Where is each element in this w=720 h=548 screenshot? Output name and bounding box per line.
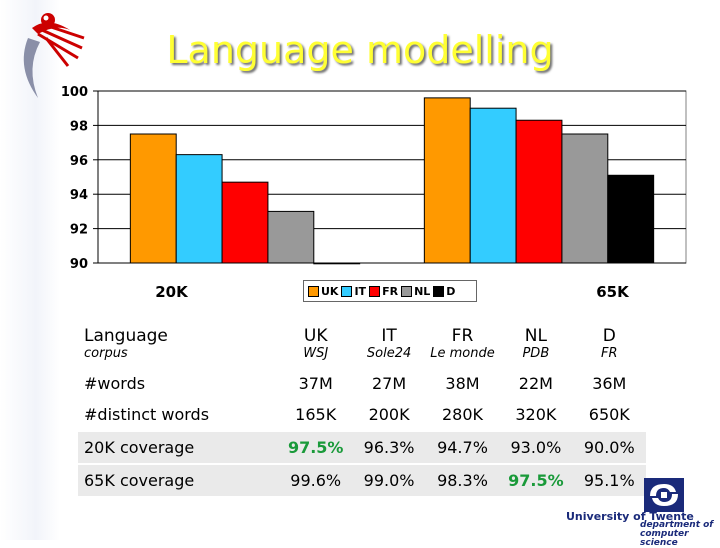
legend-swatch	[341, 285, 353, 297]
bar-uk-20k	[129, 133, 177, 264]
legend-entry-it: IT	[341, 285, 366, 298]
chart-bars	[129, 97, 655, 265]
cell-it: 27M	[352, 368, 426, 399]
cell-d: D	[572, 316, 646, 346]
chart-legend: UK IT FR NL D	[303, 280, 477, 302]
cell-fr: Le monde	[425, 346, 500, 368]
department-name: department of computer science	[640, 521, 716, 548]
cell-uk: WSJ	[279, 346, 353, 368]
legend-label: IT	[354, 284, 367, 298]
y-tick-label: 100	[61, 85, 88, 100]
table-row-65k-coverage: 65K coverage 99.6% 99.0% 98.3% 97.5% 95.…	[78, 463, 646, 496]
cell-uk: 97.5%	[279, 430, 353, 464]
cell-uk: 37M	[279, 368, 353, 399]
cell-it: IT	[352, 316, 426, 346]
cell-uk: UK	[279, 316, 353, 346]
cell-fr: 38M	[425, 368, 500, 399]
legend-label: FR	[382, 284, 399, 298]
y-tick-label: 96	[70, 154, 88, 169]
bar-uk-65k	[423, 97, 471, 264]
legend-swatch	[308, 285, 319, 297]
cell-nl: 22M	[499, 368, 573, 399]
department-line-2: computer science	[640, 529, 689, 548]
y-tick-label: 94	[70, 188, 88, 203]
cell-it: Sole24	[352, 346, 426, 368]
row-label: #words	[78, 368, 279, 399]
table-row-words: #words 37M 27M 38M 22M 36M	[78, 368, 646, 399]
bar-it-20k	[175, 154, 223, 264]
cell-fr: 94.7%	[425, 430, 500, 464]
legend-swatch	[401, 285, 413, 297]
legend-entry-d: D	[433, 285, 455, 298]
cell-it: 99.0%	[352, 463, 426, 496]
cell-fr: 280K	[425, 399, 500, 431]
legend-label: NL	[414, 284, 431, 298]
cell-nl: 320K	[499, 399, 573, 431]
row-label: 20K coverage	[78, 430, 279, 464]
bar-nl-65k	[561, 133, 609, 264]
x-category-label: 20K	[155, 283, 189, 301]
x-category-label: 65K	[596, 283, 630, 301]
bar-nl-20k	[267, 210, 315, 264]
cell-nl: 93.0%	[499, 430, 573, 464]
university-branding: University of Twente department of compu…	[566, 476, 716, 548]
language-stats-table: Language UK IT FR NL D corpus WSJ Sole24…	[78, 316, 646, 496]
university-logo-icon	[644, 478, 684, 512]
cell-d: FR	[572, 346, 646, 368]
row-label: 65K coverage	[78, 463, 279, 496]
legend-label: D	[446, 284, 456, 298]
y-axis: 90 92 94 96 98 100	[61, 85, 99, 272]
table-row-corpus: corpus WSJ Sole24 Le monde PDB FR	[78, 346, 646, 368]
satellite-logo-icon	[23, 13, 85, 98]
cell-d: 90.0%	[572, 430, 646, 464]
slide-left-gradient	[0, 0, 60, 540]
cell-nl: PDB	[499, 346, 573, 368]
legend-swatch	[369, 285, 381, 297]
x-axis: 20K 65K	[98, 262, 686, 301]
cell-it: 200K	[352, 399, 426, 431]
bar-fr-20k	[221, 181, 269, 264]
y-tick-label: 92	[70, 223, 88, 238]
slide-title: Language modelling	[166, 28, 554, 72]
row-label: Language	[78, 316, 279, 346]
y-tick-label: 90	[70, 257, 88, 272]
department-line-1: department of	[640, 520, 714, 530]
cell-d: 650K	[572, 399, 646, 431]
bar-it-65k	[469, 107, 517, 264]
legend-label: UK	[321, 284, 339, 298]
cell-nl: NL	[499, 316, 573, 346]
legend-entry-fr: FR	[369, 285, 398, 298]
cell-it: 96.3%	[352, 430, 426, 464]
cell-d: 95.1%	[572, 463, 646, 496]
cell-uk: 99.6%	[279, 463, 353, 496]
table-row-distinct-words: #distinct words 165K 200K 280K 320K 650K	[78, 399, 646, 431]
y-tick-label: 98	[70, 119, 88, 134]
cell-uk: 165K	[279, 399, 353, 431]
legend-entry-uk: UK	[308, 285, 338, 298]
cell-d: 36M	[572, 368, 646, 399]
table-row-20k-coverage: 20K coverage 97.5% 96.3% 94.7% 93.0% 90.…	[78, 430, 646, 464]
table-row-language: Language UK IT FR NL D	[78, 316, 646, 346]
cell-fr: 98.3%	[425, 463, 500, 496]
university-name: University of Twente	[566, 510, 694, 523]
legend-swatch	[433, 285, 445, 297]
cell-nl: 97.5%	[499, 463, 573, 496]
legend-entry-nl: NL	[401, 285, 430, 298]
bar-fr-65k	[515, 119, 563, 264]
row-label: #distinct words	[78, 399, 279, 431]
bar-d-65k	[607, 174, 655, 264]
row-label: corpus	[78, 346, 279, 368]
coverage-bar-chart: 90 92 94 96 98 100 20K 65K	[61, 85, 687, 301]
cell-fr: FR	[425, 316, 500, 346]
